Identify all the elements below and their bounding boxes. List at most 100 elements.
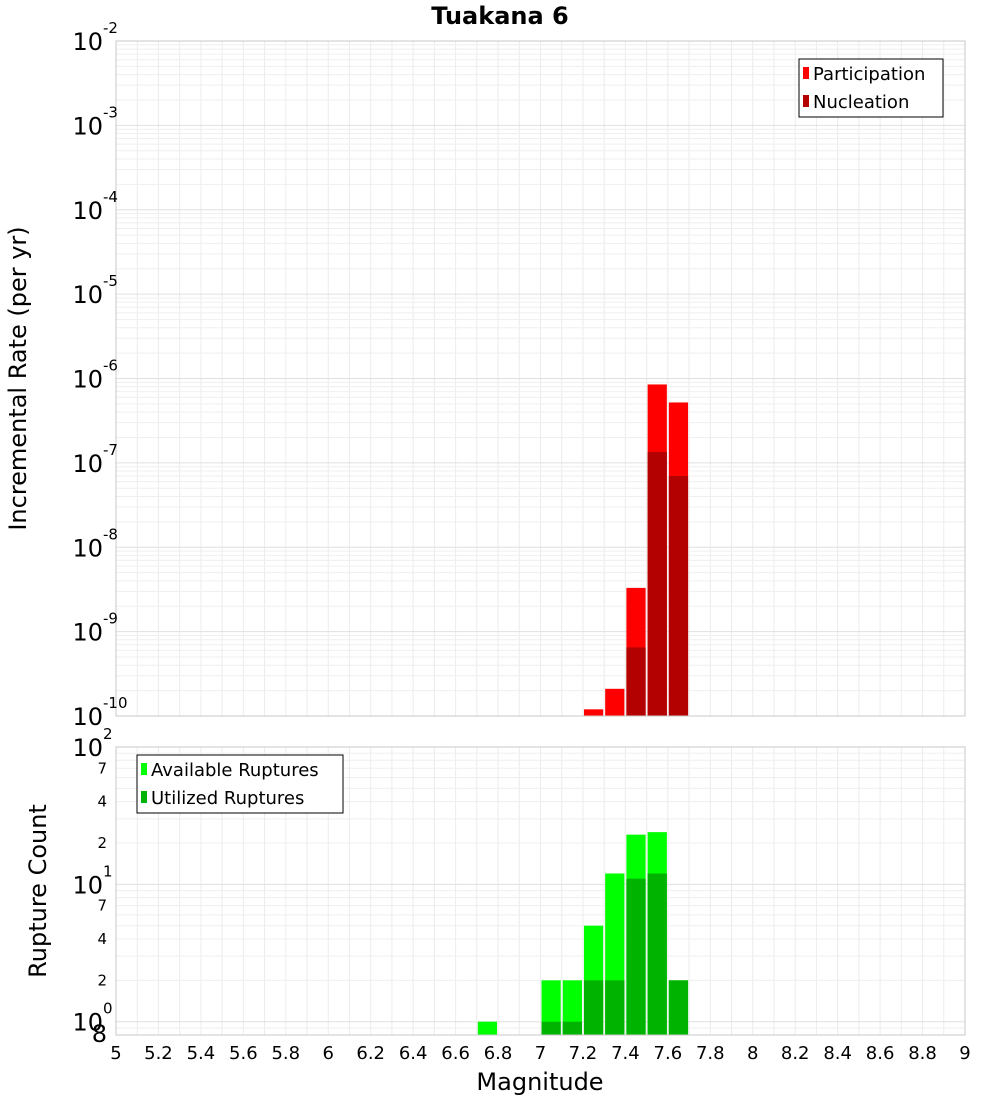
- y-tick-label: 10 2: [72, 725, 112, 762]
- count-bar-secondary: [668, 980, 689, 1035]
- legend-frame: [798, 58, 944, 118]
- y-tick-exponent: -7: [103, 441, 118, 459]
- x-tick-label: 8.2: [781, 1043, 810, 1064]
- y-tick-label: 10 -2: [72, 19, 118, 56]
- count-bar-secondary: [583, 980, 604, 1035]
- y-tick-label: 100: [72, 1000, 112, 1037]
- x-tick-label: 6.6: [441, 1043, 470, 1064]
- y-tick-label: 10 -8: [72, 525, 118, 562]
- legend-swatch: [141, 763, 147, 775]
- legend-swatch: [803, 95, 809, 107]
- plot-frame: [115, 40, 966, 717]
- x-tick-label: 6.8: [484, 1043, 513, 1064]
- x-tick-label: 5: [110, 1043, 121, 1064]
- count-y-axis-label: Rupture Count: [24, 804, 52, 978]
- y-tick-label: 10 -3: [72, 103, 118, 140]
- y-tick-exponent: -10: [103, 694, 128, 712]
- x-tick-label: 5.2: [144, 1043, 173, 1064]
- y-tick-base: 10: [72, 450, 103, 478]
- y-tick-label: 10 -9: [72, 610, 118, 647]
- y-tick-base: 10: [72, 871, 103, 899]
- y-tick-label: 10 -5: [72, 272, 118, 309]
- count-bar-primary: [477, 1021, 498, 1035]
- y-tick-label: 10 -4: [72, 188, 118, 225]
- y-tick-base: 10: [72, 734, 103, 762]
- rate-y-axis-label: Incremental Rate (per yr): [4, 226, 32, 530]
- legend-label: Participation: [813, 64, 925, 85]
- y-minor-tick-label: 7: [97, 897, 107, 915]
- legend-label: Utilized Ruptures: [151, 788, 304, 809]
- x-tick-label: 7.4: [611, 1043, 640, 1064]
- y-tick-base: 10: [72, 366, 103, 394]
- legend-label: Nucleation: [813, 92, 909, 113]
- x-tick-label: 6.2: [356, 1043, 385, 1064]
- x-tick-label: 5.4: [187, 1043, 216, 1064]
- y-tick-base: 10: [72, 197, 103, 225]
- y-minor-tick-label: 7: [97, 759, 107, 777]
- y-tick-exponent: -8: [103, 525, 118, 543]
- y-tick-exponent: -3: [103, 103, 118, 121]
- y-tick-label: 10 -6: [72, 357, 118, 394]
- y-tick-exponent: -6: [103, 357, 118, 375]
- y-tick-label: 10 1: [72, 862, 112, 899]
- y-tick-base: 10: [72, 703, 103, 731]
- count-bar-secondary: [605, 980, 625, 1035]
- x-tick-label: 5.6: [229, 1043, 258, 1064]
- count-bar-secondary: [562, 1021, 582, 1035]
- x-tick-label: 9: [959, 1043, 970, 1064]
- legend-label: Available Ruptures: [151, 760, 319, 781]
- x-tick-label: 8.6: [866, 1043, 895, 1064]
- x-tick-label: 7.2: [569, 1043, 598, 1064]
- x-axis-label: Magnitude: [476, 1068, 603, 1096]
- chart-title: Tuakana 6: [431, 2, 569, 30]
- y-tick-exponent: 1: [103, 862, 113, 880]
- x-tick-label: 8: [747, 1043, 758, 1064]
- rate-bar-secondary: [647, 451, 667, 716]
- y-minor-tick-label: 4: [97, 930, 107, 948]
- rate-bar-secondary: [668, 475, 689, 716]
- y-tick-base: 10: [72, 28, 103, 56]
- plot-frame: [115, 746, 966, 1036]
- x-tick-label: 7.6: [654, 1043, 683, 1064]
- y-tick-base: 10: [72, 619, 103, 647]
- y-tick-exponent: 0: [103, 1000, 113, 1018]
- y-tick-label: 10 -7: [72, 441, 118, 478]
- x-tick-label: 7.8: [696, 1043, 725, 1064]
- y-tick-base: 10: [72, 112, 103, 140]
- y-tick-base: 10: [72, 1009, 103, 1037]
- y-minor-tick-label: 2: [97, 834, 107, 852]
- legend-swatch: [803, 67, 809, 79]
- count-bar-secondary: [541, 1021, 561, 1035]
- y-tick-exponent: -5: [103, 272, 118, 290]
- rate-bar-primary: [583, 709, 604, 716]
- y-tick-exponent: -9: [103, 610, 118, 628]
- count-bar-secondary: [626, 878, 646, 1035]
- y-minor-tick-label: 4: [97, 793, 107, 811]
- x-tick-label: 6: [323, 1043, 334, 1064]
- legend-swatch: [141, 791, 147, 803]
- y-tick-exponent: -4: [103, 188, 118, 206]
- x-tick-label: 7: [535, 1043, 546, 1064]
- count-legend: Available Ruptures Utilized Ruptures: [136, 754, 344, 814]
- count-bar-secondary: [647, 873, 667, 1035]
- count-bar-primary: [562, 980, 582, 1035]
- rate-bar-primary: [605, 688, 625, 716]
- y-bottom-tick-label: 8: [92, 1020, 107, 1048]
- y-tick-exponent: -2: [103, 19, 118, 37]
- y-minor-tick-label: 2: [97, 971, 107, 989]
- y-tick-base: 10: [72, 534, 103, 562]
- legend-frame: [136, 754, 344, 814]
- x-tick-label: 6.4: [399, 1043, 428, 1064]
- y-tick-exponent: 2: [103, 725, 113, 743]
- rate-bar-secondary: [626, 647, 646, 716]
- x-tick-label: 8.4: [823, 1043, 852, 1064]
- y-tick-label: 10 -10: [72, 694, 127, 731]
- rate-legend: Participation Nucleation: [798, 58, 944, 118]
- x-tick-label: 8.8: [908, 1043, 937, 1064]
- x-tick-label: 5.8: [271, 1043, 300, 1064]
- y-tick-base: 10: [72, 281, 103, 309]
- count-bar-primary: [541, 980, 561, 1035]
